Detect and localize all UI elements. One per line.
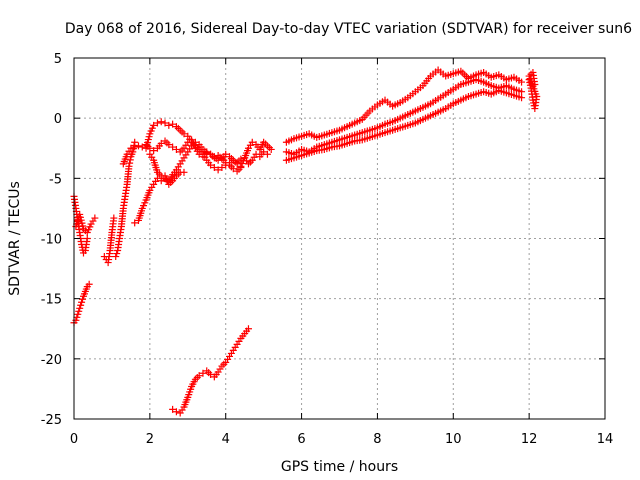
data-point bbox=[518, 78, 526, 86]
series-track-i bbox=[146, 138, 245, 186]
x-tick-label: 6 bbox=[297, 432, 305, 447]
series-track-k bbox=[282, 66, 526, 146]
x-tick-label: 14 bbox=[597, 432, 614, 447]
x-tick-label: 10 bbox=[445, 432, 462, 447]
data-point bbox=[113, 250, 121, 258]
data-point bbox=[125, 162, 133, 170]
data-point bbox=[214, 166, 222, 174]
data-point bbox=[138, 143, 146, 151]
y-tick-label: -25 bbox=[41, 413, 62, 428]
data-point bbox=[165, 121, 173, 129]
data-point bbox=[126, 159, 134, 167]
data-point bbox=[150, 147, 158, 155]
data-point bbox=[165, 141, 173, 149]
data-point bbox=[157, 118, 165, 126]
x-tick-label: 2 bbox=[146, 432, 154, 447]
data-point bbox=[134, 142, 142, 150]
data-point bbox=[76, 304, 84, 312]
series-track-e bbox=[112, 138, 139, 261]
data-point bbox=[157, 172, 165, 180]
data-point bbox=[180, 130, 188, 138]
data-point bbox=[222, 159, 230, 167]
x-tick-label: 12 bbox=[521, 432, 538, 447]
data-point bbox=[126, 156, 134, 164]
data-point bbox=[207, 161, 215, 169]
y-axis-title: SDTVAR / TECUs bbox=[7, 181, 23, 296]
data-point bbox=[531, 80, 539, 88]
series-track-j bbox=[169, 325, 252, 417]
data-point bbox=[180, 168, 188, 176]
y-tick-label: -5 bbox=[49, 172, 62, 187]
data-point bbox=[157, 139, 165, 147]
data-point bbox=[191, 138, 199, 146]
y-tick-label: -10 bbox=[41, 233, 62, 248]
data-point bbox=[110, 214, 118, 222]
data-point bbox=[199, 369, 207, 377]
data-point bbox=[73, 313, 81, 321]
data-point bbox=[74, 310, 82, 318]
grid-lines bbox=[74, 58, 605, 419]
data-point bbox=[172, 408, 180, 416]
y-tick-label: -20 bbox=[41, 353, 62, 368]
data-point bbox=[78, 298, 86, 306]
y-tick-label: 5 bbox=[54, 52, 62, 67]
data-point bbox=[203, 149, 211, 157]
x-axis-title: GPS time / hours bbox=[281, 459, 398, 475]
data-point bbox=[229, 165, 237, 173]
data-marks bbox=[70, 66, 541, 417]
data-point bbox=[210, 164, 218, 172]
series-track-d bbox=[100, 214, 118, 267]
x-tick-label: 8 bbox=[373, 432, 381, 447]
data-point bbox=[260, 148, 268, 156]
y-tick-label: -15 bbox=[41, 293, 62, 308]
data-point bbox=[77, 301, 85, 309]
data-point bbox=[75, 307, 83, 315]
data-point bbox=[129, 148, 137, 156]
data-point bbox=[518, 94, 526, 102]
x-tick-label: 4 bbox=[222, 432, 230, 447]
data-point bbox=[112, 253, 120, 261]
series-track-l bbox=[282, 76, 526, 158]
axis-ticks: 0 2 4 6 8 10 12 14 -25 -20 -15 -10 -5 0 5 bbox=[41, 52, 614, 447]
data-point bbox=[91, 214, 99, 222]
data-point bbox=[169, 120, 177, 128]
data-point bbox=[83, 235, 91, 242]
data-point bbox=[207, 150, 215, 158]
series-track-b bbox=[72, 210, 99, 236]
data-point bbox=[218, 164, 226, 172]
data-point bbox=[131, 143, 139, 151]
x-tick-label: 0 bbox=[70, 432, 78, 447]
data-point bbox=[169, 405, 177, 413]
data-point bbox=[161, 119, 169, 127]
data-point bbox=[195, 372, 203, 380]
data-point bbox=[153, 119, 161, 127]
data-point bbox=[127, 144, 135, 152]
data-point bbox=[131, 219, 139, 227]
data-point bbox=[267, 145, 275, 153]
data-point bbox=[222, 150, 230, 158]
series-track-n bbox=[525, 68, 541, 113]
data-point bbox=[518, 88, 526, 96]
data-point bbox=[79, 295, 87, 303]
data-point bbox=[248, 138, 256, 146]
data-point bbox=[169, 143, 177, 151]
data-point bbox=[150, 121, 158, 129]
data-point bbox=[244, 325, 252, 333]
data-point bbox=[85, 280, 93, 288]
data-point bbox=[237, 164, 245, 172]
data-point bbox=[172, 145, 180, 153]
y-tick-label: 0 bbox=[54, 112, 62, 127]
data-point bbox=[263, 150, 271, 158]
chart-title: Day 068 of 2016, Sidereal Day-to-day VTE… bbox=[65, 21, 632, 37]
series-track-m bbox=[282, 86, 526, 164]
